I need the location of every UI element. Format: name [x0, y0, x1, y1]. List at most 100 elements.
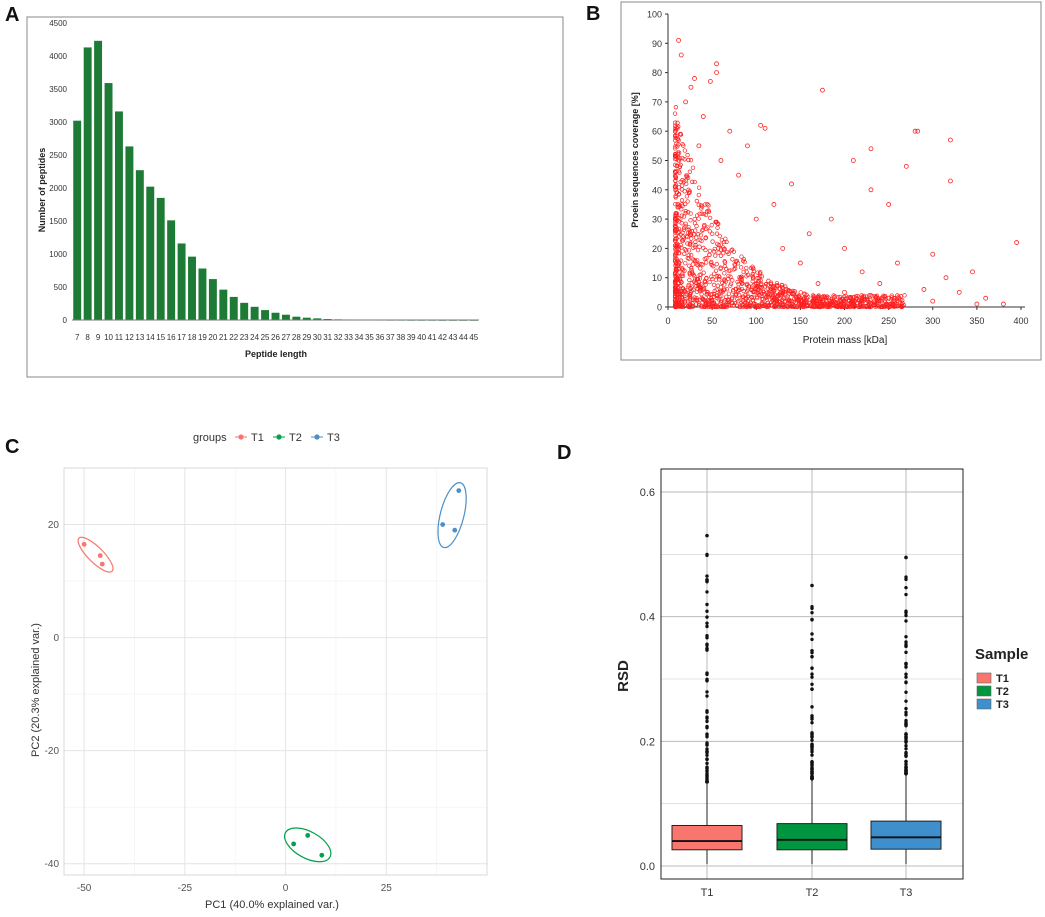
chart-b-point — [722, 264, 728, 269]
chart-d-outlier — [810, 768, 814, 772]
chart-b-point — [672, 162, 678, 168]
chart-b-point — [892, 296, 897, 301]
chart-a-xtick-label: 21 — [219, 333, 228, 342]
chart-b-point — [714, 231, 720, 236]
chart-b-point — [746, 303, 752, 309]
chart-b-point — [757, 289, 762, 294]
chart-b-point — [796, 294, 801, 299]
chart-b-point — [744, 300, 749, 306]
chart-b-point — [812, 300, 818, 306]
chart-d-outlier — [810, 731, 814, 735]
chart-a-xtick-label: 42 — [438, 333, 447, 342]
chart-b-point — [673, 219, 678, 225]
chart-c-legend-title: groups — [193, 432, 227, 444]
chart-d-outlier — [810, 775, 814, 779]
chart-b-point — [785, 288, 790, 293]
chart-b-point — [874, 302, 879, 308]
chart-b-point — [785, 304, 790, 310]
chart-d-outlier — [904, 750, 908, 755]
chart-b-point — [673, 286, 678, 291]
chart-b-point — [754, 304, 760, 310]
chart-b-point — [848, 300, 853, 305]
chart-d-xtick-label: T3 — [900, 887, 913, 899]
chart-b-point — [699, 204, 705, 209]
chart-b-point — [672, 259, 678, 264]
chart-b-point — [876, 304, 881, 309]
chart-d-outlier — [705, 774, 709, 778]
chart-b-point — [703, 212, 709, 218]
chart-b-point — [828, 301, 834, 306]
chart-b-point — [675, 201, 680, 207]
chart-b-point — [677, 250, 682, 256]
chart-b-point — [875, 296, 880, 301]
chart-b-point — [837, 298, 842, 304]
chart-b-point — [750, 271, 755, 277]
chart-b-point — [685, 287, 690, 293]
chart-b-point — [872, 302, 878, 307]
chart-d-outlier — [705, 647, 709, 651]
chart-b-point — [722, 298, 728, 303]
chart-b-point — [709, 298, 715, 303]
chart-b-point — [686, 253, 691, 258]
chart-b-point — [741, 257, 747, 262]
chart-b-point — [900, 298, 905, 303]
chart-c-xtick-label: 25 — [381, 883, 393, 894]
chart-b-point — [896, 295, 901, 301]
chart-b-point — [879, 295, 884, 300]
chart-b-point — [688, 266, 694, 271]
chart-b-point — [677, 131, 683, 137]
chart-a-xlabel: Peptide length — [245, 349, 307, 359]
chart-b-point — [899, 304, 904, 309]
chart-b-point — [788, 289, 793, 294]
chart-b-point — [695, 276, 700, 282]
chart-b-point — [745, 288, 750, 294]
chart-b-point — [702, 256, 707, 261]
chart-d-outlier — [705, 757, 709, 761]
chart-d-outlier — [810, 769, 814, 774]
chart-d-outlier — [810, 717, 814, 721]
chart-b-point — [852, 303, 857, 309]
chart-b-point — [673, 290, 679, 295]
chart-b-point — [838, 299, 844, 304]
chart-b-point — [703, 304, 708, 309]
chart-b-point — [683, 224, 688, 229]
chart-b-point — [756, 275, 761, 281]
chart-b-point — [673, 127, 679, 133]
chart-b-point — [732, 263, 738, 268]
chart-b-point — [811, 301, 816, 306]
chart-b-point — [686, 187, 691, 193]
chart-b-point — [739, 302, 745, 307]
chart-b-point — [893, 303, 898, 308]
chart-d-outlier — [904, 759, 908, 764]
chart-b-point — [675, 241, 680, 247]
chart-b-point — [737, 275, 742, 280]
chart-b-point — [779, 282, 784, 288]
chart-b-point — [863, 304, 868, 309]
chart-b-point — [814, 298, 819, 303]
chart-b-point — [784, 295, 789, 300]
chart-b-ytick-label: 40 — [652, 185, 662, 195]
chart-b-point — [674, 243, 679, 248]
chart-b-point — [843, 303, 848, 308]
chart-b-point — [730, 288, 736, 293]
chart-b-point — [826, 304, 831, 309]
chart-b-point — [888, 297, 893, 302]
chart-b-point — [700, 114, 706, 119]
chart-b-point — [690, 262, 695, 267]
chart-d-outlier — [810, 583, 814, 588]
chart-b-point — [835, 295, 841, 300]
chart-b-point — [828, 216, 834, 222]
chart-d-outlier — [810, 735, 814, 739]
chart-b-point — [788, 304, 793, 309]
chart-b-point — [772, 297, 777, 302]
chart-b-point — [715, 304, 720, 310]
chart-b-point — [802, 299, 807, 304]
chart-b-point — [774, 298, 779, 303]
chart-c-xtick-label: -25 — [178, 883, 193, 894]
chart-b-point — [701, 223, 707, 229]
chart-b-point — [816, 293, 821, 298]
chart-d-outlier — [904, 768, 908, 773]
chart-d-outlier — [904, 762, 908, 766]
chart-d-outlier — [904, 661, 908, 666]
